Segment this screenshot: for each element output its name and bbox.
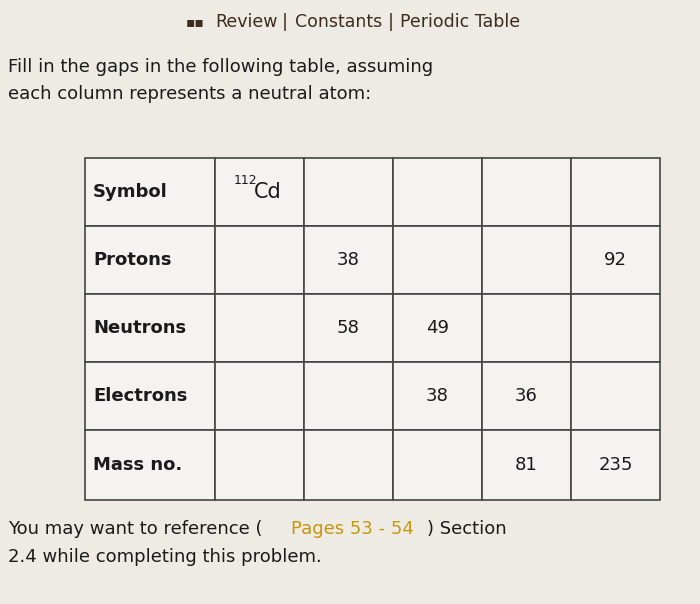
Bar: [571, 158, 660, 226]
Bar: [482, 362, 571, 430]
Text: Fill in the gaps in the following table, assuming: Fill in the gaps in the following table,…: [8, 58, 433, 76]
Bar: [215, 158, 304, 226]
Bar: [482, 294, 571, 362]
Text: You may want to reference (: You may want to reference (: [8, 520, 262, 538]
Text: Symbol: Symbol: [93, 183, 168, 201]
Bar: [304, 158, 393, 226]
Text: 38: 38: [337, 251, 360, 269]
Bar: [571, 226, 660, 294]
Bar: [304, 294, 393, 362]
Text: Mass no.: Mass no.: [93, 456, 182, 474]
Bar: [215, 362, 304, 430]
Text: 38: 38: [426, 387, 449, 405]
Text: 92: 92: [604, 251, 627, 269]
Bar: [393, 158, 482, 226]
Bar: [482, 158, 571, 226]
Bar: [85, 430, 215, 500]
Bar: [571, 362, 660, 430]
Bar: [215, 226, 304, 294]
Bar: [215, 294, 304, 362]
Text: |: |: [388, 13, 394, 31]
Text: Periodic Table: Periodic Table: [400, 13, 520, 31]
Text: each column represents a neutral atom:: each column represents a neutral atom:: [8, 85, 371, 103]
Bar: [571, 430, 660, 500]
Bar: [85, 226, 215, 294]
Bar: [482, 430, 571, 500]
Text: 36: 36: [515, 387, 538, 405]
Text: ▪▪: ▪▪: [186, 15, 204, 29]
Text: Electrons: Electrons: [93, 387, 188, 405]
Text: 2.4 while completing this problem.: 2.4 while completing this problem.: [8, 548, 322, 566]
Text: 112: 112: [234, 173, 258, 187]
Text: Cd: Cd: [253, 182, 281, 202]
Bar: [215, 430, 304, 500]
Bar: [393, 226, 482, 294]
Bar: [393, 294, 482, 362]
Bar: [393, 430, 482, 500]
Bar: [85, 362, 215, 430]
Bar: [85, 294, 215, 362]
Bar: [304, 362, 393, 430]
Text: 81: 81: [515, 456, 538, 474]
Text: Neutrons: Neutrons: [93, 319, 186, 337]
Bar: [85, 158, 215, 226]
Text: Protons: Protons: [93, 251, 172, 269]
Text: 235: 235: [598, 456, 633, 474]
Text: Pages 53 - 54: Pages 53 - 54: [290, 520, 414, 538]
Bar: [482, 226, 571, 294]
Bar: [571, 294, 660, 362]
Text: ) Section: ) Section: [427, 520, 507, 538]
Text: |: |: [282, 13, 288, 31]
Text: 49: 49: [426, 319, 449, 337]
Bar: [304, 226, 393, 294]
Text: 58: 58: [337, 319, 360, 337]
Text: Review: Review: [215, 13, 277, 31]
Text: Constants: Constants: [295, 13, 382, 31]
Bar: [304, 430, 393, 500]
Bar: [393, 362, 482, 430]
